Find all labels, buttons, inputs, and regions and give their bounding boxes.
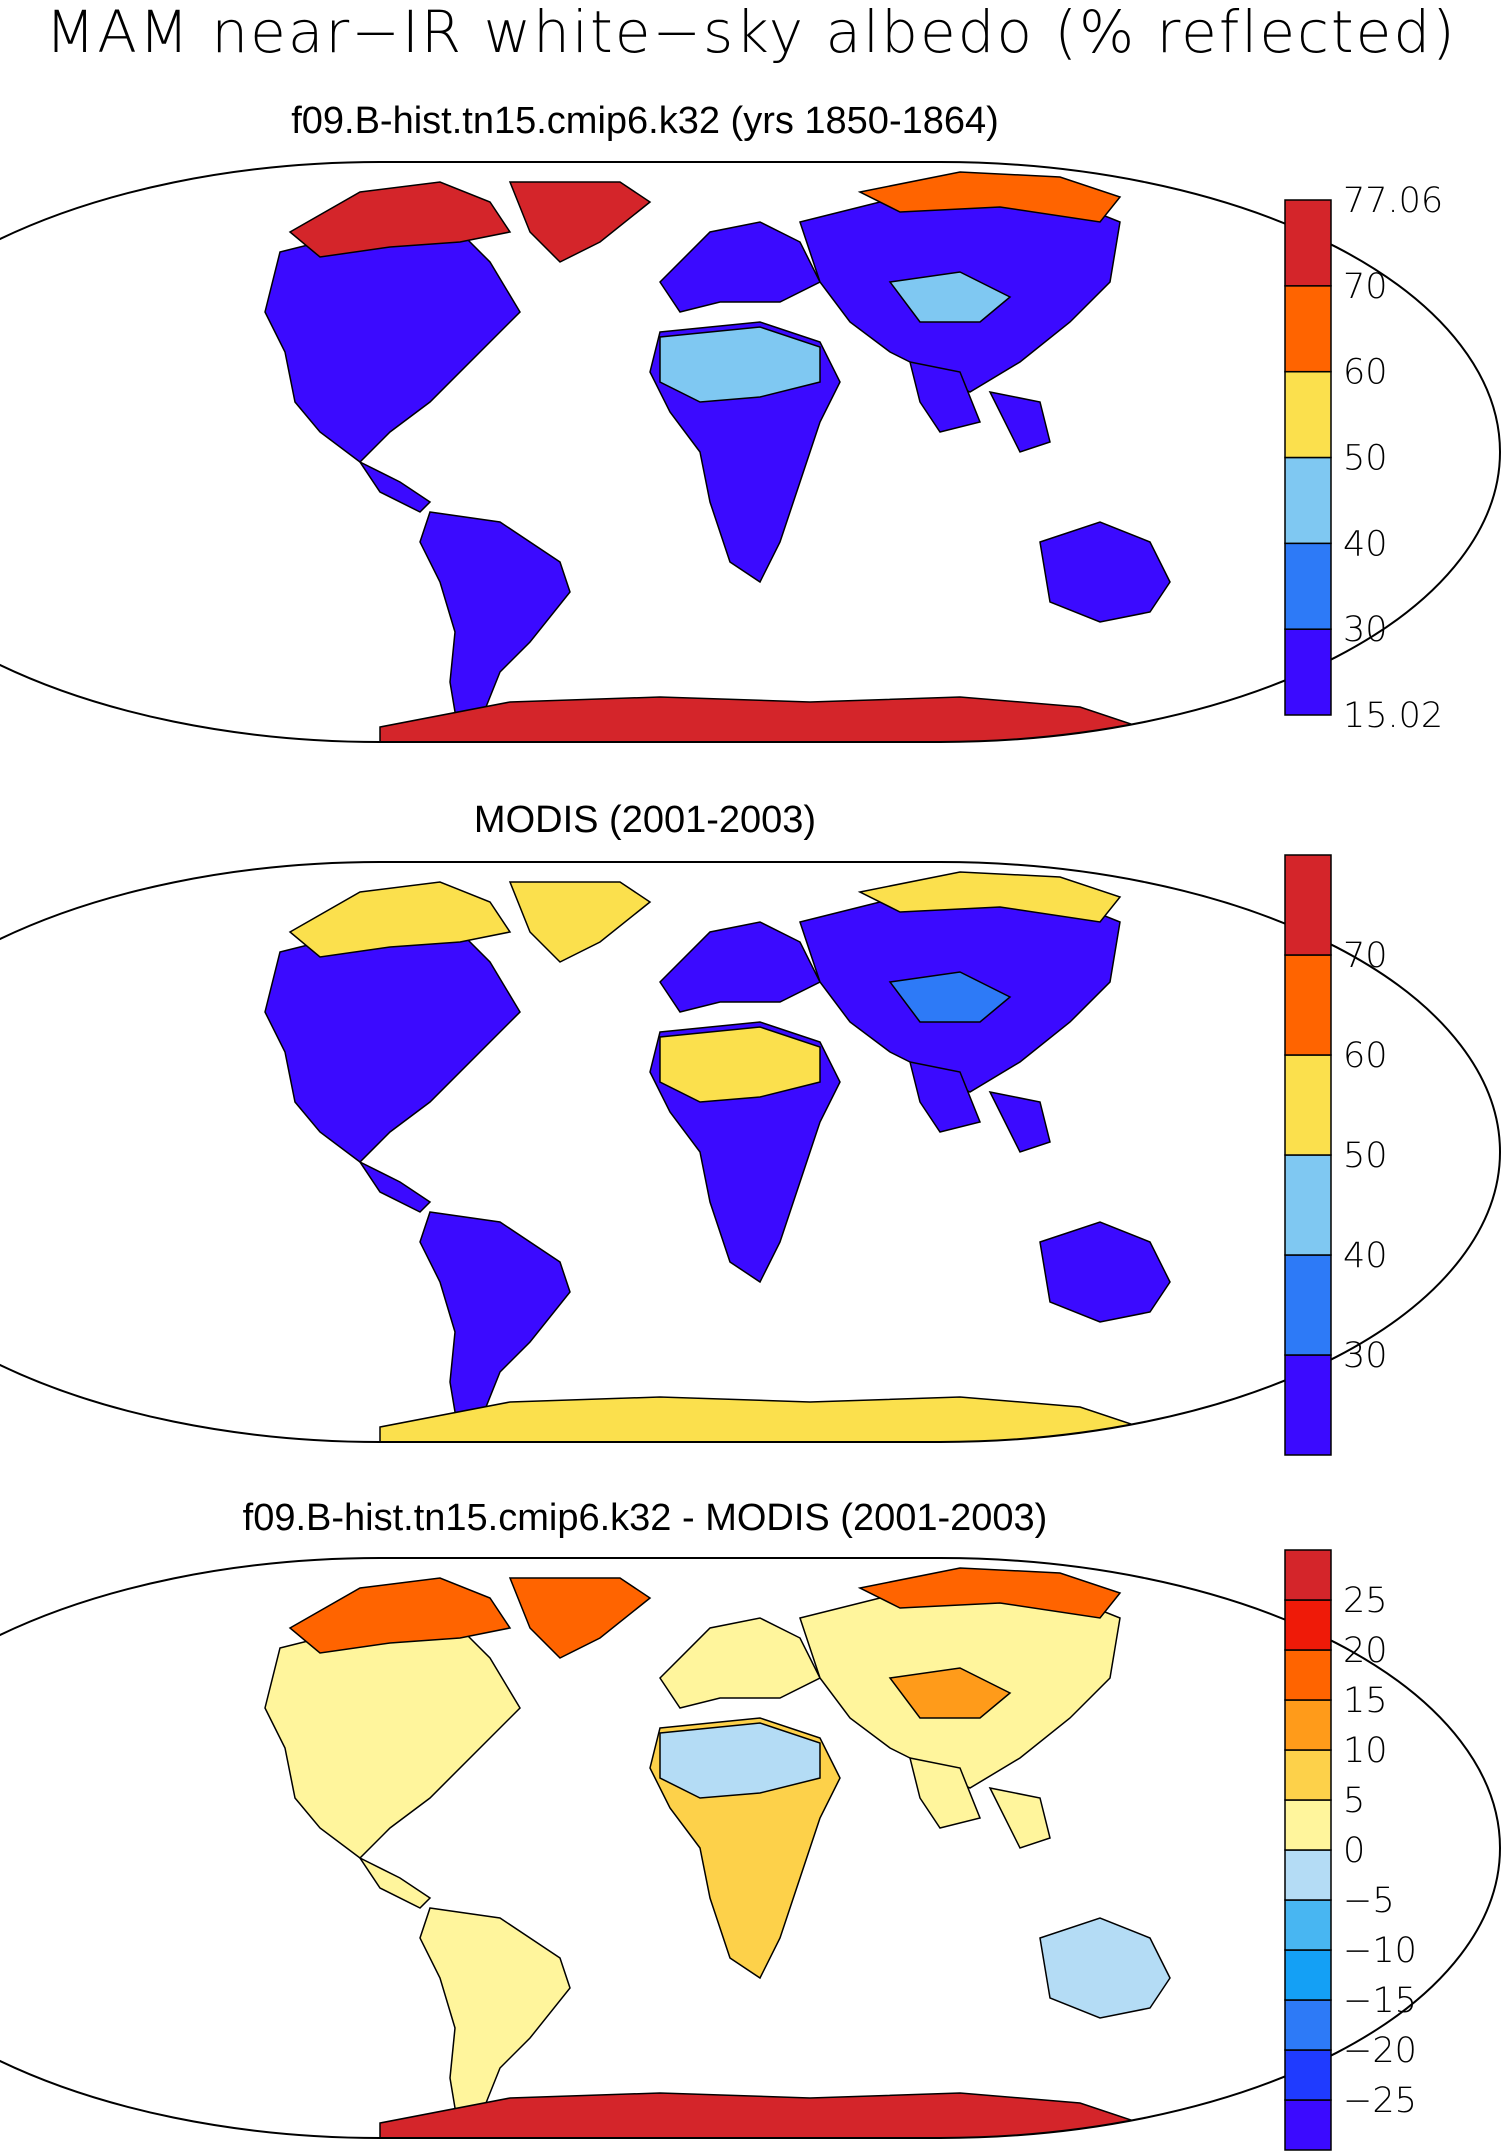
colorbar-label: −10 bbox=[1343, 1931, 1417, 1971]
colorbar-swatch bbox=[1284, 1899, 1332, 1951]
land-greenland bbox=[508, 881, 652, 963]
land-australia bbox=[1039, 521, 1171, 623]
colorbar-label: 5 bbox=[1343, 1781, 1365, 1821]
panel-title: MODIS (2001-2003) bbox=[474, 799, 816, 841]
colorbar-swatch bbox=[1284, 1649, 1332, 1701]
land-greenland bbox=[508, 1577, 652, 1659]
map bbox=[0, 861, 1501, 1443]
colorbar-label: 50 bbox=[1343, 1136, 1388, 1176]
colorbar-swatch bbox=[1284, 1599, 1332, 1651]
land-asia bbox=[988, 1786, 1051, 1849]
land-layer bbox=[264, 871, 1171, 1442]
colorbar-label: 40 bbox=[1343, 1236, 1388, 1276]
land-asia bbox=[908, 1757, 982, 1829]
colorbar-label: 20 bbox=[1343, 1631, 1388, 1671]
colorbar-label: −5 bbox=[1343, 1881, 1395, 1921]
land-siberia-north bbox=[857, 1567, 1122, 1619]
land-north-america bbox=[357, 1856, 432, 1909]
colorbar-label: 30 bbox=[1343, 610, 1388, 650]
land-australia bbox=[1039, 1917, 1171, 2019]
colorbar-swatch bbox=[1284, 1054, 1332, 1156]
land-layer bbox=[264, 171, 1171, 742]
land-greenland bbox=[508, 181, 652, 263]
land-siberia-north bbox=[857, 871, 1122, 923]
colorbar-label: 10 bbox=[1343, 1731, 1388, 1771]
panel-diff: f09.B-hist.tn15.cmip6.k32 - MODIS (2001-… bbox=[0, 1497, 1501, 2151]
colorbar: 15.02 30 40 50 60 70 77.06 bbox=[1284, 181, 1443, 736]
land-antarctica bbox=[379, 696, 1141, 742]
colorbar-swatch bbox=[1284, 954, 1332, 1056]
colorbar-label: −25 bbox=[1343, 2081, 1417, 2121]
map bbox=[0, 161, 1501, 743]
land-sahara bbox=[659, 1026, 821, 1103]
land-asia bbox=[908, 361, 982, 433]
colorbar-label: 60 bbox=[1343, 1036, 1388, 1076]
land-arctic-canada bbox=[288, 881, 512, 958]
colorbar-label: 0 bbox=[1343, 1831, 1365, 1871]
globe-outline bbox=[0, 1557, 1501, 2139]
colorbar-swatch bbox=[1284, 1549, 1332, 1601]
colorbar-swatch bbox=[1284, 370, 1332, 459]
land-sahara bbox=[659, 326, 821, 403]
colorbar-label: 40 bbox=[1343, 524, 1388, 564]
colorbar-swatch bbox=[1284, 1949, 1332, 2001]
panel-model: f09.B-hist.tn15.cmip6.k32 (yrs 1850-1864… bbox=[0, 100, 1501, 743]
land-arctic-canada bbox=[288, 181, 512, 258]
colorbar-swatch bbox=[1284, 199, 1332, 287]
land-tibet bbox=[888, 971, 1012, 1023]
colorbar-label: 25 bbox=[1343, 1581, 1388, 1621]
colorbar-swatch bbox=[1284, 1849, 1332, 1901]
colorbar-label: 15.02 bbox=[1343, 696, 1443, 736]
land-north-america bbox=[357, 460, 432, 513]
colorbar-swatch bbox=[1284, 285, 1332, 373]
land-tibet bbox=[888, 271, 1012, 323]
panel-title: f09.B-hist.tn15.cmip6.k32 (yrs 1850-1864… bbox=[291, 100, 999, 142]
colorbar-label: −20 bbox=[1343, 2031, 1417, 2071]
colorbar-swatch bbox=[1284, 1999, 1332, 2051]
colorbar-label: 70 bbox=[1343, 267, 1388, 307]
colorbar-swatch bbox=[1284, 2099, 1332, 2151]
colorbar-swatch bbox=[1284, 542, 1332, 630]
colorbar-swatch bbox=[1284, 1354, 1332, 1456]
land-north-america bbox=[357, 1160, 432, 1213]
colorbar-label: 30 bbox=[1343, 1336, 1388, 1376]
colorbar-label: 77.06 bbox=[1343, 181, 1443, 221]
colorbar-swatch bbox=[1284, 1699, 1332, 1751]
colorbar-swatch bbox=[1284, 456, 1332, 545]
land-tibet bbox=[888, 1667, 1012, 1719]
colorbar-swatch bbox=[1284, 1799, 1332, 1851]
map-panels: f09.B-hist.tn15.cmip6.k32 (yrs 1850-1864… bbox=[0, 100, 1501, 2151]
land-sahara bbox=[659, 1722, 821, 1799]
land-antarctica bbox=[379, 2092, 1141, 2138]
colorbar-swatch bbox=[1284, 1749, 1332, 1801]
figure-title: MAM near−IR white−sky albedo (% reflecte… bbox=[45, 0, 1457, 66]
colorbar: −25 −20 −15 −10 −5 0 5 10 15 20 25 bbox=[1284, 1549, 1417, 2151]
colorbar-label: 50 bbox=[1343, 439, 1388, 479]
map bbox=[0, 1557, 1501, 2139]
colorbar-label: 15 bbox=[1343, 1681, 1388, 1721]
colorbar-label: 70 bbox=[1343, 936, 1388, 976]
colorbar-label: −15 bbox=[1343, 1981, 1417, 2021]
colorbar-swatch bbox=[1284, 1154, 1332, 1256]
colorbar-swatch bbox=[1284, 854, 1332, 956]
land-siberia-north bbox=[857, 171, 1122, 223]
land-asia bbox=[988, 390, 1051, 453]
panel-title: f09.B-hist.tn15.cmip6.k32 - MODIS (2001-… bbox=[243, 1497, 1048, 1539]
panel-obs: MODIS (2001-2003) 30 40 50 60 70 bbox=[0, 799, 1501, 1456]
colorbar-swatch bbox=[1284, 628, 1332, 716]
colorbar-label: 60 bbox=[1343, 353, 1388, 393]
colorbar-swatch bbox=[1284, 2049, 1332, 2101]
globe-outline bbox=[0, 161, 1501, 743]
land-antarctica bbox=[379, 1396, 1141, 1442]
land-australia bbox=[1039, 1221, 1171, 1323]
land-asia bbox=[908, 1061, 982, 1133]
land-asia bbox=[988, 1090, 1051, 1153]
colorbar: 30 40 50 60 70 bbox=[1284, 854, 1388, 1456]
colorbar-swatch bbox=[1284, 1254, 1332, 1356]
land-layer bbox=[264, 1567, 1171, 2138]
land-arctic-canada bbox=[288, 1577, 512, 1654]
globe-outline bbox=[0, 861, 1501, 1443]
